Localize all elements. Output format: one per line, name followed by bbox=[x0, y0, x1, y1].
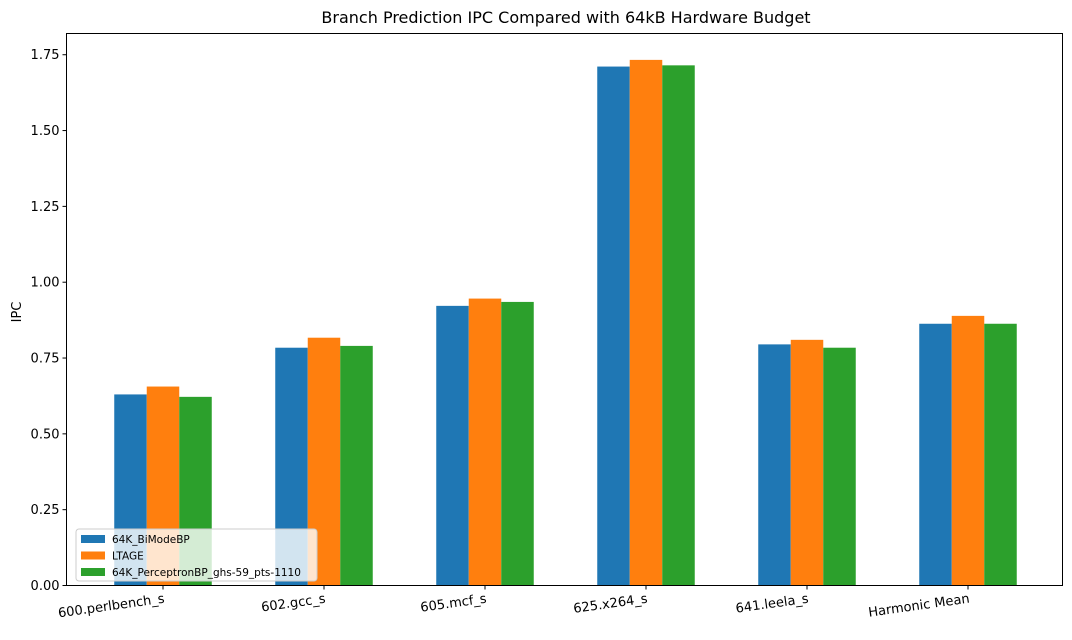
legend: 64K_BiModeBP LTAGE 64K_PerceptronBP_ghs-59… bbox=[75, 528, 318, 582]
x-tick-label-600-perlbench-s: 600.perlbench_s bbox=[57, 592, 166, 622]
bar-64k-bimodebp-harmonic-mean bbox=[919, 323, 952, 586]
bar-ltage-harmonic-mean bbox=[951, 315, 985, 586]
bar-64k-perceptronbp-ghs-59-pts-1110-641-leela-s bbox=[823, 347, 856, 586]
legend-box bbox=[75, 528, 318, 582]
y-axis: 0.00 0.25 0.50 0.75 1.00 1.25 1.50 1.75 bbox=[31, 48, 67, 594]
y-tick-label: 1.50 bbox=[31, 124, 60, 139]
y-tick-label: 1.00 bbox=[31, 276, 60, 291]
legend-label-64k-bimodebp: 64K_BiModeBP bbox=[112, 534, 190, 546]
legend-swatch-64k-bimodebp bbox=[81, 535, 105, 543]
y-tick-label: 0.75 bbox=[31, 352, 60, 367]
bar-64k-perceptronbp-ghs-59-pts-1110-602-gcc-s bbox=[340, 345, 373, 586]
x-tick-label-602-gcc-s: 602.gcc_s bbox=[260, 592, 326, 616]
bar-64k-perceptronbp-ghs-59-pts-1110-harmonic-mean bbox=[984, 323, 1017, 586]
plot-frame bbox=[66, 33, 1063, 586]
bar-64k-bimodebp-641-leela-s bbox=[758, 344, 791, 586]
bar-ltage-641-leela-s bbox=[790, 339, 824, 586]
y-tick-label: 0.00 bbox=[31, 579, 60, 594]
legend-swatch-ltage bbox=[81, 551, 105, 560]
bar-ltage-625-x264-s bbox=[629, 59, 663, 586]
legend-label-ltage: LTAGE bbox=[112, 551, 144, 563]
legend-swatch-64k-perceptronbp-ghs-59-pts-1110 bbox=[81, 568, 105, 576]
bar-64k-bimodebp-605-mcf-s bbox=[436, 305, 469, 586]
y-axis-label: IPC bbox=[10, 302, 25, 323]
bar-64k-bimodebp-625-x264-s bbox=[597, 66, 630, 586]
x-tick-label-641-leela-s: 641.leela_s bbox=[735, 592, 810, 617]
legend-label-64k-perceptronbp-ghs-59-pts-1110: 64K_PerceptronBP_ghs-59_pts-1110 bbox=[112, 567, 301, 579]
y-tick-label: 0.25 bbox=[31, 503, 60, 518]
x-tick-label-harmonic-mean: Harmonic Mean bbox=[867, 592, 970, 621]
y-tick-label: 0.50 bbox=[31, 427, 60, 442]
y-tick-label: 1.25 bbox=[31, 200, 60, 215]
x-tick-label-605-mcf-s: 605.mcf_s bbox=[420, 592, 488, 616]
x-tick-label-625-x264-s: 625.x264_s bbox=[572, 592, 648, 617]
y-tick-label: 1.75 bbox=[31, 48, 60, 63]
bar-64k-perceptronbp-ghs-59-pts-1110-625-x264-s bbox=[662, 65, 695, 586]
bars-group bbox=[114, 59, 1017, 586]
chart-title: Branch Prediction IPC Compared with 64kB… bbox=[321, 8, 810, 27]
bar-ltage-605-mcf-s bbox=[468, 298, 502, 586]
x-axis: 600.perlbench_s 602.gcc_s 605.mcf_s 625.x26… bbox=[57, 585, 971, 622]
bar-64k-perceptronbp-ghs-59-pts-1110-605-mcf-s bbox=[501, 301, 534, 586]
